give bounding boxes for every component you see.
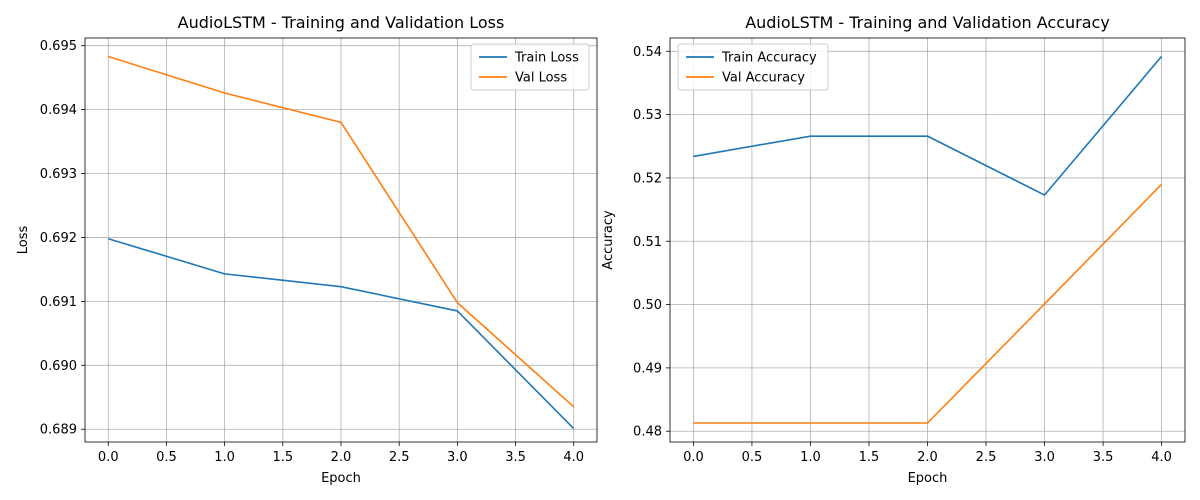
y-tick-label: 0.48	[633, 425, 662, 440]
chart-title: AudioLSTM - Training and Validation Loss	[178, 13, 505, 32]
legend-box	[677, 43, 829, 91]
chart-2: 0.0 0.5 1.0 1.5 2.0 2.5 3.0 3.5 4.0 0.48 0.49 0.50 0…	[601, 13, 1186, 486]
x-tick-label: 2.5	[976, 450, 997, 465]
x-tick-label: 0.5	[742, 450, 763, 465]
legend: Train Loss Val Loss	[470, 43, 590, 91]
y-tick-label: 0.54	[633, 45, 662, 60]
legend-label-1: Train Accuracy	[721, 51, 817, 66]
x-tick-label: 1.5	[859, 450, 880, 465]
x-tick-label: 1.0	[214, 450, 235, 465]
x-tick-label: 3.5	[505, 450, 526, 465]
y-tick-label: 0.49	[633, 361, 662, 376]
x-tick-label: 2.0	[331, 450, 352, 465]
y-tick-label: 0.694	[40, 103, 77, 118]
x-axis-label: Epoch	[908, 471, 948, 486]
chart-title: AudioLSTM - Training and Validation Accu…	[745, 13, 1110, 32]
x-tick-label: 4.0	[1151, 450, 1172, 465]
series-line-1	[108, 237, 575, 430]
x-tick-label: 0.0	[683, 450, 704, 465]
chart-1: 0.0 0.5 1.0 1.5 2.0 2.5 3.0 3.5 4.0 0.689 0.690 0.6…	[16, 13, 598, 486]
x-tick-label: 1.5	[272, 450, 293, 465]
y-tick-label: 0.51	[633, 235, 662, 250]
y-axis-label: Loss	[16, 226, 31, 255]
x-tick-label: 2.0	[917, 450, 938, 465]
y-axis-label: Accuracy	[601, 210, 616, 270]
x-tick-label: 0.0	[98, 450, 119, 465]
y-tick-label: 0.692	[40, 231, 77, 246]
series-line-2	[693, 183, 1163, 424]
y-tick-label: 0.693	[40, 167, 77, 182]
x-tick-label: 4.0	[563, 450, 584, 465]
y-tick-label: 0.691	[40, 295, 77, 310]
legend: Train Accuracy Val Accuracy	[677, 43, 829, 91]
y-tick-label: 0.50	[633, 298, 662, 313]
x-tick-label: 3.0	[1034, 450, 1055, 465]
x-tick-label: 1.0	[800, 450, 821, 465]
legend-label-2: Val Loss	[515, 71, 567, 86]
y-tick-label: 0.689	[40, 423, 77, 438]
legend-label-1: Train Loss	[514, 51, 579, 66]
legend-label-2: Val Accuracy	[722, 71, 805, 86]
series-line-1	[693, 55, 1163, 196]
x-tick-label: 3.5	[1093, 450, 1114, 465]
y-tick-label: 0.52	[633, 171, 662, 186]
y-tick-label: 0.695	[40, 39, 77, 54]
series-line-2	[108, 55, 575, 408]
x-tick-label: 2.5	[389, 450, 410, 465]
legend-box	[470, 43, 590, 91]
x-tick-label: 0.5	[156, 450, 177, 465]
y-tick-label: 0.53	[633, 108, 662, 123]
x-axis-label: Epoch	[321, 471, 361, 486]
x-tick-label: 3.0	[447, 450, 468, 465]
y-tick-label: 0.690	[40, 359, 77, 374]
